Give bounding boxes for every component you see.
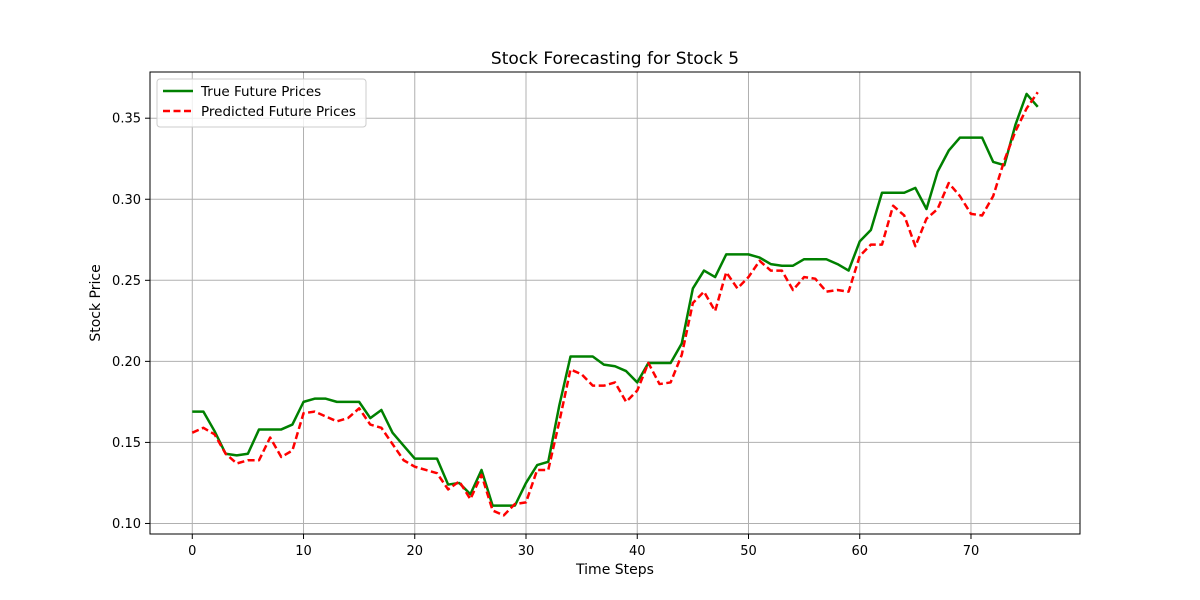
x-tick-label: 0 <box>188 544 196 559</box>
legend-label-true-prices: True Future Prices <box>200 84 321 100</box>
x-tick-label: 50 <box>740 544 757 559</box>
y-axis-ticks: 0.10 0.15 0.20 0.25 0.30 0.35 <box>112 112 150 532</box>
y-tick-label: 0.15 <box>112 436 141 451</box>
x-axis-label: Time Steps <box>575 562 654 578</box>
axes-frame <box>149 71 1081 535</box>
y-tick-label: 0.10 <box>112 517 141 532</box>
x-tick-label: 30 <box>518 544 535 559</box>
x-tick-label: 10 <box>295 544 312 559</box>
grid <box>150 72 1080 534</box>
x-tick-label: 40 <box>629 544 646 559</box>
chart-title: Stock Forecasting for Stock 5 <box>491 49 739 69</box>
y-tick-label: 0.35 <box>112 112 141 127</box>
y-axis-label: Stock Price <box>88 264 104 341</box>
x-tick-label: 20 <box>406 544 423 559</box>
y-tick-label: 0.20 <box>112 355 141 370</box>
legend: True Future Prices Predicted Future Pric… <box>156 78 367 128</box>
plot-lines <box>191 91 1039 517</box>
x-axis-ticks: 0 10 20 30 40 50 60 70 <box>188 534 979 559</box>
legend-box <box>156 78 367 128</box>
legend-label-predicted-prices: Predicted Future Prices <box>201 104 356 120</box>
y-tick-label: 0.30 <box>112 193 141 208</box>
x-tick-label: 70 <box>963 544 980 559</box>
y-tick-label: 0.25 <box>112 274 141 289</box>
predicted-future-prices-line <box>191 91 1039 517</box>
x-tick-label: 60 <box>851 544 868 559</box>
true-future-prices-line <box>192 92 1039 507</box>
